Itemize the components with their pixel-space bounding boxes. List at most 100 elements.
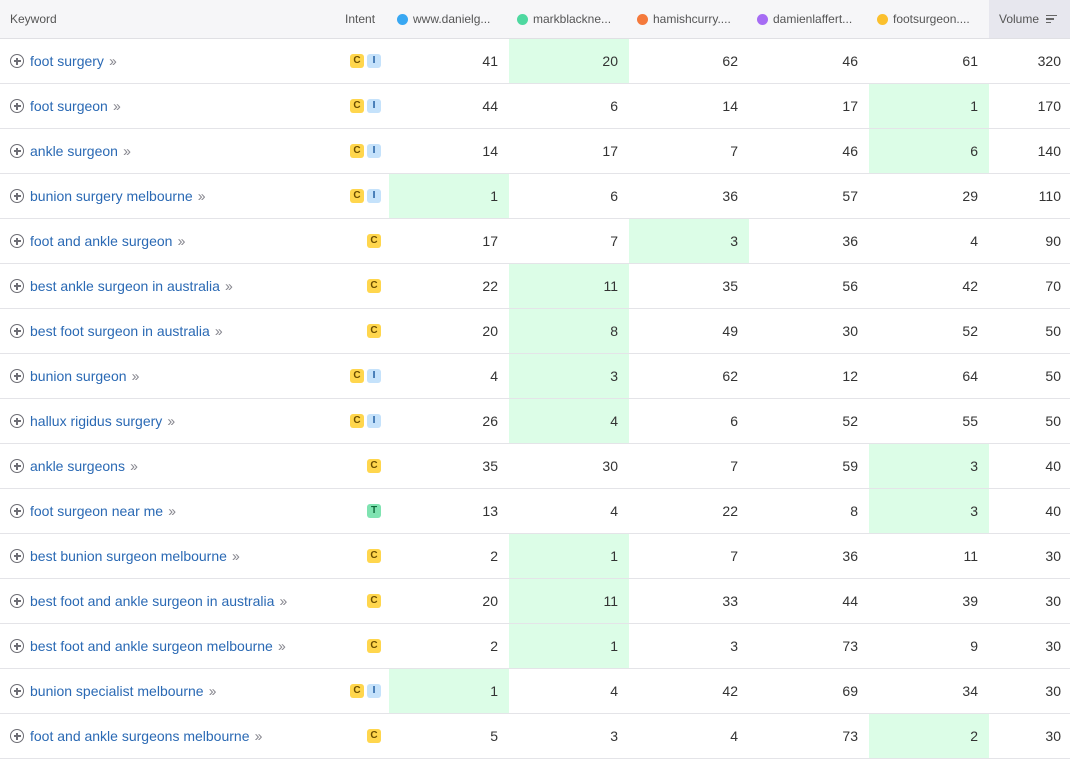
position-cell[interactable]: 73 [842, 728, 858, 744]
add-to-list-icon[interactable] [10, 54, 24, 68]
keyword-details-icon[interactable]: ›› [112, 97, 121, 115]
add-to-list-icon[interactable] [10, 549, 24, 563]
keyword-details-icon[interactable]: ›› [214, 322, 223, 340]
position-cell[interactable]: 20 [482, 323, 498, 339]
best-position-cell[interactable]: 1 [389, 669, 509, 713]
position-cell[interactable]: 46 [842, 53, 858, 69]
best-position-cell[interactable]: 6 [869, 129, 989, 173]
add-to-list-icon[interactable] [10, 324, 24, 338]
best-position-cell[interactable]: 3 [509, 354, 629, 398]
add-to-list-icon[interactable] [10, 639, 24, 653]
position-cell[interactable]: 13 [482, 503, 498, 519]
intent-badge[interactable]: C [350, 144, 364, 158]
domain-column-header[interactable]: markblackne... [509, 0, 629, 38]
keyword-link[interactable]: best foot and ankle surgeon in australia [30, 593, 275, 609]
domain-column-header[interactable]: damienlaffert... [749, 0, 869, 38]
position-cell[interactable]: 6 [730, 413, 738, 429]
position-cell[interactable]: 22 [722, 503, 738, 519]
position-cell[interactable]: 61 [962, 53, 978, 69]
position-cell[interactable]: 3 [730, 638, 738, 654]
best-position-cell[interactable]: 3 [869, 489, 989, 533]
position-cell[interactable]: 29 [962, 188, 978, 204]
position-cell[interactable]: 17 [482, 233, 498, 249]
position-cell[interactable]: 64 [962, 368, 978, 384]
intent-badge[interactable]: C [350, 369, 364, 383]
position-cell[interactable]: 44 [482, 98, 498, 114]
add-to-list-icon[interactable] [10, 594, 24, 608]
keyword-details-icon[interactable]: ›› [231, 547, 240, 565]
position-cell[interactable]: 9 [970, 638, 978, 654]
keyword-details-icon[interactable]: ›› [122, 142, 131, 160]
position-cell[interactable]: 36 [722, 188, 738, 204]
position-cell[interactable]: 11 [963, 548, 978, 564]
add-to-list-icon[interactable] [10, 234, 24, 248]
position-cell[interactable]: 62 [722, 368, 738, 384]
keyword-details-icon[interactable]: ›› [277, 637, 286, 655]
keyword-link[interactable]: best foot surgeon in australia [30, 323, 210, 339]
intent-badge[interactable]: C [367, 639, 381, 653]
intent-badge[interactable]: I [367, 54, 381, 68]
position-cell[interactable]: 42 [722, 683, 738, 699]
position-cell[interactable]: 35 [722, 278, 738, 294]
intent-badge[interactable]: I [367, 189, 381, 203]
keyword-link[interactable]: bunion surgery melbourne [30, 188, 193, 204]
position-cell[interactable]: 7 [730, 143, 738, 159]
position-cell[interactable]: 3 [610, 728, 618, 744]
domain-column-header[interactable]: www.danielg... [389, 0, 509, 38]
keyword-link[interactable]: foot surgeon [30, 98, 108, 114]
best-position-cell[interactable]: 3 [869, 444, 989, 488]
position-cell[interactable]: 42 [962, 278, 978, 294]
position-cell[interactable]: 4 [610, 683, 618, 699]
position-cell[interactable]: 39 [962, 593, 978, 609]
best-position-cell[interactable]: 8 [509, 309, 629, 353]
keyword-details-icon[interactable]: ›› [131, 367, 140, 385]
position-cell[interactable]: 22 [482, 278, 498, 294]
sort-descending-icon[interactable] [1046, 14, 1058, 24]
position-cell[interactable]: 14 [482, 143, 498, 159]
keyword-details-icon[interactable]: ›› [279, 592, 287, 610]
position-cell[interactable]: 7 [610, 233, 618, 249]
position-cell[interactable]: 5 [490, 728, 498, 744]
best-position-cell[interactable]: 1 [389, 174, 509, 218]
intent-badge[interactable]: C [367, 324, 381, 338]
intent-badge[interactable]: C [350, 99, 364, 113]
keyword-link[interactable]: foot surgeon near me [30, 503, 164, 519]
position-cell[interactable]: 30 [842, 323, 858, 339]
best-position-cell[interactable]: 11 [509, 264, 629, 308]
add-to-list-icon[interactable] [10, 414, 24, 428]
position-cell[interactable]: 52 [962, 323, 978, 339]
keyword-details-icon[interactable]: ›› [197, 187, 206, 205]
add-to-list-icon[interactable] [10, 144, 24, 158]
add-to-list-icon[interactable] [10, 99, 24, 113]
position-cell[interactable]: 59 [842, 458, 858, 474]
add-to-list-icon[interactable] [10, 459, 24, 473]
position-cell[interactable]: 4 [610, 503, 618, 519]
intent-badge[interactable]: C [367, 729, 381, 743]
keyword-details-icon[interactable]: ›› [208, 682, 217, 700]
best-position-cell[interactable]: 20 [509, 39, 629, 83]
keyword-link[interactable]: ankle surgeons [30, 458, 125, 474]
position-cell[interactable]: 4 [490, 368, 498, 384]
position-cell[interactable]: 6 [610, 188, 618, 204]
position-cell[interactable]: 36 [842, 233, 858, 249]
keyword-link[interactable]: best ankle surgeon in australia [30, 278, 220, 294]
position-cell[interactable]: 6 [610, 98, 618, 114]
position-cell[interactable]: 7 [730, 548, 738, 564]
position-cell[interactable]: 55 [962, 413, 978, 429]
best-position-cell[interactable]: 3 [629, 219, 749, 263]
intent-badge[interactable]: C [350, 414, 364, 428]
position-cell[interactable]: 73 [842, 638, 858, 654]
intent-badge[interactable]: I [367, 369, 381, 383]
best-position-cell[interactable]: 1 [509, 534, 629, 578]
position-cell[interactable]: 69 [842, 683, 858, 699]
keyword-link[interactable]: foot and ankle surgeon [30, 233, 173, 249]
domain-column-header[interactable]: hamishcurry.... [629, 0, 749, 38]
intent-badge[interactable]: C [367, 234, 381, 248]
position-cell[interactable]: 4 [970, 233, 978, 249]
add-to-list-icon[interactable] [10, 189, 24, 203]
keyword-link[interactable]: foot and ankle surgeons melbourne [30, 728, 250, 744]
position-cell[interactable]: 2 [490, 638, 498, 654]
position-cell[interactable]: 44 [842, 593, 858, 609]
keyword-link[interactable]: best bunion surgeon melbourne [30, 548, 227, 564]
intent-badge[interactable]: I [367, 99, 381, 113]
